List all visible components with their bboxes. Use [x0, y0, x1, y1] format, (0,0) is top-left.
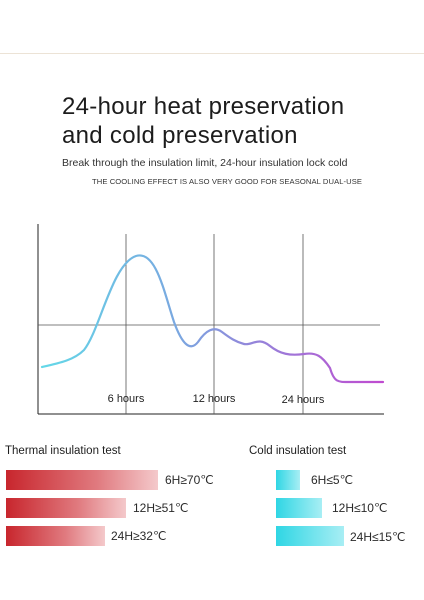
x-label-12h: 12 hours — [193, 393, 236, 405]
thermal-bar-12h — [6, 498, 126, 518]
caption: THE COOLING EFFECT IS ALSO VERY GOOD FOR… — [92, 177, 363, 186]
page-title: 24-hour heat preservation and cold prese… — [62, 92, 392, 150]
title-line-1: 24-hour heat preservation — [62, 93, 345, 120]
cold-bar-24h — [276, 526, 344, 546]
x-label-6h: 6 hours — [108, 393, 145, 405]
thermal-test-title: Thermal insulation test — [5, 445, 121, 457]
thermal-bar-24h — [6, 526, 105, 546]
temperature-curve — [40, 254, 385, 384]
cold-bar-6h — [276, 470, 300, 490]
x-label-24h: 24 hours — [282, 394, 325, 406]
thermal-label-24h: 24H≥32℃ — [111, 529, 167, 543]
thermal-label-12h: 12H≥51℃ — [133, 501, 189, 515]
cold-bar-12h — [276, 498, 322, 518]
thermal-label-6h: 6H≥70℃ — [165, 473, 214, 487]
cold-label-12h: 12H≤10℃ — [332, 501, 388, 515]
title-line-2: and cold preservation — [62, 122, 298, 149]
temperature-curve-chart: 6 hours 12 hours 24 hours — [37, 224, 385, 415]
top-divider — [0, 53, 424, 54]
cold-label-6h: 6H≤5℃ — [311, 473, 354, 487]
thermal-bar-6h — [6, 470, 158, 490]
subtitle: Break through the insulation limit, 24-h… — [62, 157, 348, 169]
cold-test-title: Cold insulation test — [249, 445, 347, 457]
cold-label-24h: 24H≤15℃ — [350, 530, 406, 544]
